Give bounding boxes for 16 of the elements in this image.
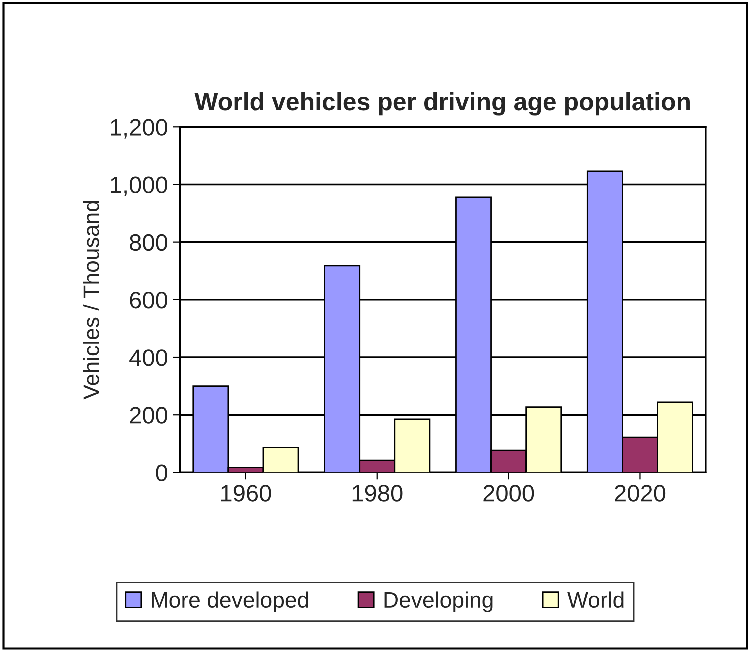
legend-label: More developed [152, 592, 308, 612]
x-tick-label: 2020 [615, 485, 666, 502]
y-tick-label: 1,200 [111, 119, 168, 139]
legend-label: Developing [384, 592, 493, 612]
y-tick-label: 200 [130, 407, 168, 424]
y-tick-label: 800 [130, 234, 168, 252]
x-tick-label: 2000 [484, 485, 534, 502]
x-tick-label: 1960 [221, 485, 272, 502]
y-tick-label: 400 [130, 350, 168, 366]
legend-label: World [568, 592, 624, 608]
x-tick-label: 1980 [352, 485, 403, 502]
chart-title: World vehicles per driving age population [194, 92, 690, 116]
y-axis-title: Vehicles / Thousand [83, 201, 100, 400]
y-tick-label: 0 [156, 464, 168, 482]
y-tick-label: 600 [130, 292, 168, 309]
y-tick-label: 1,000 [111, 176, 168, 196]
